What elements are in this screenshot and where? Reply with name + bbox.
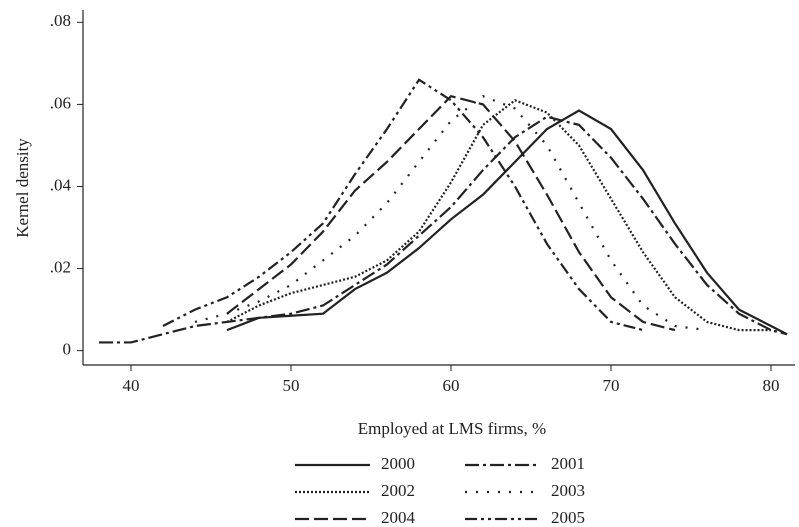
legend-label: 2001 [551,454,585,473]
series-line [99,115,788,344]
x-axis-label: Employed at LMS firms, % [358,419,546,438]
y-axis-label: Kernel density [13,138,32,238]
x-tick-label: 50 [283,376,300,395]
legend-label: 2002 [381,481,415,500]
series-line [194,94,708,332]
x-tick-label: 40 [123,376,140,395]
legend-label: 2000 [381,454,415,473]
x-tick-label: 80 [763,376,780,395]
series-line [226,99,771,332]
series-line [162,78,644,332]
y-tick-label: .08 [50,11,71,30]
series-line [226,109,788,336]
y-tick-label: 0 [63,340,72,359]
legend-label: 2004 [381,508,416,527]
x-tick-label: 70 [603,376,620,395]
y-tick-label: .04 [50,175,72,194]
legend-label: 2003 [551,481,585,500]
legend-label: 2005 [551,508,585,527]
y-tick-label: .06 [50,93,71,112]
series-line [226,94,676,332]
y-tick-label: .02 [50,257,71,276]
x-tick-label: 60 [443,376,460,395]
